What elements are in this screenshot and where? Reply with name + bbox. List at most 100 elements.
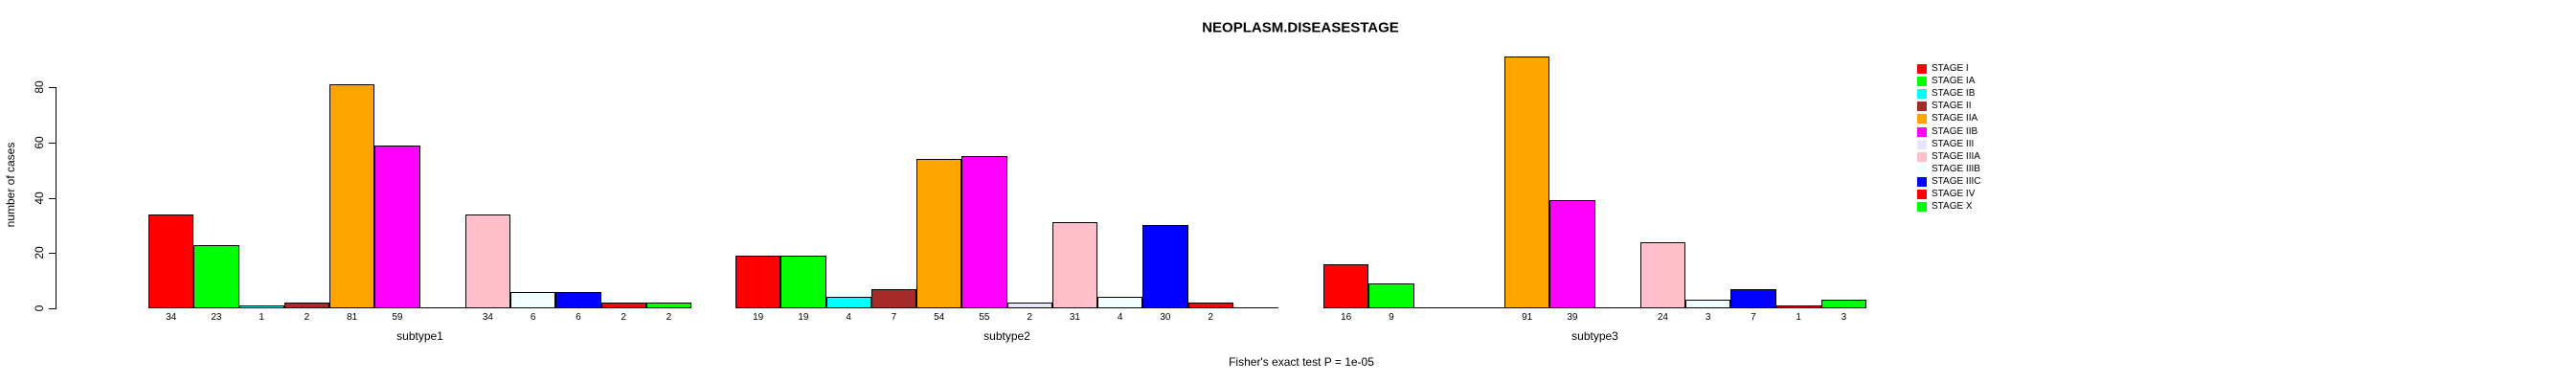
legend-label: STAGE IIB (1932, 125, 1978, 137)
legend-swatch (1917, 164, 1927, 174)
bar-value-label: 39 (1567, 312, 1578, 323)
bar-value-label: 55 (979, 312, 990, 323)
bar-subtype1-stage-iiic (555, 291, 601, 308)
legend-swatch (1917, 176, 1927, 187)
bar-subtype3-stage-iv (1775, 305, 1821, 308)
legend-swatch (1917, 126, 1927, 137)
legend-label: STAGE I (1932, 63, 1969, 74)
bar-value-label: 30 (1160, 312, 1171, 323)
bar-value-label: 34 (482, 312, 493, 323)
bar-value-label: 7 (891, 312, 897, 323)
bar-value-label: 7 (1751, 312, 1756, 323)
bar-value-label: 4 (1117, 312, 1123, 323)
bar-subtype1-stage-x (645, 303, 691, 308)
legend-label: STAGE X (1932, 201, 1973, 213)
bar-value-label: 3 (1841, 312, 1847, 323)
bar-value-label: 2 (621, 312, 626, 323)
legend-label: STAGE IIIA (1932, 150, 1980, 162)
bar-subtype2-stage-iiib (1097, 297, 1143, 308)
bar-subtype1-stage-ia (193, 244, 239, 308)
bar-value-label: 24 (1657, 312, 1668, 323)
bar-zero-subtype1-stage-iii (419, 307, 465, 308)
bar-subtype2-stage-iiia (1051, 222, 1097, 308)
y-axis-tick-label: 80 (33, 80, 46, 94)
bar-subtype2-stage-ib (825, 297, 871, 308)
y-axis-tick-label: 40 (33, 191, 46, 205)
bar-value-label: 2 (1208, 312, 1213, 323)
bar-value-label: 3 (1705, 312, 1711, 323)
bar-subtype3-stage-iia (1504, 56, 1550, 308)
legend-label: STAGE IIA (1932, 113, 1978, 124)
y-axis-title: number of cases (4, 142, 17, 228)
bar-value-label: 2 (304, 312, 310, 323)
chart-title: NEOPLASM.DISEASESTAGE (1202, 19, 1399, 36)
bar-subtype2-stage-iiic (1142, 225, 1188, 308)
legend-swatch (1917, 101, 1927, 112)
legend-swatch (1917, 89, 1927, 100)
bar-value-label: 19 (798, 312, 809, 323)
bar-zero-subtype3-stage-iii (1594, 307, 1640, 308)
y-axis-tick (49, 308, 56, 309)
bar-zero-subtype3-stage-ib (1413, 307, 1459, 308)
bar-subtype3-stage-x (1820, 300, 1866, 308)
bar-subtype3-stage-iib (1549, 200, 1595, 308)
legend-swatch (1917, 202, 1927, 213)
y-axis-tick-label: 0 (33, 304, 46, 312)
legend-swatch (1917, 139, 1927, 149)
bar-subtype2-stage-iia (916, 159, 962, 308)
bar-value-label: 91 (1522, 312, 1533, 323)
bar-value-label: 23 (211, 312, 222, 323)
bar-value-label: 1 (1796, 312, 1801, 323)
bar-subtype3-stage-i (1323, 263, 1369, 308)
bar-value-label: 4 (846, 312, 851, 323)
bar-zero-subtype3-stage-ii (1458, 307, 1504, 308)
x-axis-category-label: subtype3 (1571, 329, 1618, 343)
bar-value-label: 81 (347, 312, 358, 323)
bar-subtype3-stage-iiic (1730, 288, 1776, 308)
bar-zero-subtype2-stage-x (1232, 307, 1278, 308)
bar-subtype1-stage-iiib (510, 291, 556, 308)
y-axis-tick (49, 142, 56, 144)
bar-value-label: 54 (934, 312, 945, 323)
bar-value-label: 34 (166, 312, 177, 323)
bar-value-label: 59 (392, 312, 403, 323)
legend-swatch (1917, 151, 1927, 162)
x-axis-category-label: subtype2 (983, 329, 1030, 343)
bar-subtype3-stage-iiib (1685, 300, 1731, 308)
bar-value-label: 31 (1069, 312, 1080, 323)
y-axis-tick (49, 87, 56, 88)
bar-value-label: 9 (1389, 312, 1394, 323)
bar-value-label: 2 (1027, 312, 1032, 323)
bar-value-label: 1 (259, 312, 264, 323)
bar-value-label: 2 (666, 312, 672, 323)
y-axis-tick (49, 253, 56, 255)
fisher-test-footnote: Fisher's exact test P = 1e-05 (1229, 355, 1374, 369)
bar-subtype3-stage-ia (1368, 283, 1414, 308)
bar-value-label: 19 (753, 312, 764, 323)
bar-subtype2-stage-ii (870, 288, 916, 308)
bar-subtype1-stage-iv (600, 303, 646, 308)
legend-label: STAGE IV (1932, 189, 1976, 199)
legend-label: STAGE IIIC (1932, 175, 1981, 187)
bar-subtype2-stage-iv (1187, 303, 1233, 308)
legend-swatch (1917, 64, 1927, 74)
legend-swatch (1917, 114, 1927, 124)
bar-subtype2-stage-iii (1006, 303, 1052, 308)
y-axis-tick-label: 20 (33, 246, 46, 259)
bar-value-label: 6 (576, 312, 581, 323)
bar-subtype3-stage-iiia (1639, 241, 1685, 308)
legend-label: STAGE III (1932, 138, 1975, 149)
y-axis-tick (49, 197, 56, 199)
bar-subtype1-stage-i (148, 214, 194, 308)
legend-label: STAGE IIIB (1932, 163, 1980, 174)
bar-subtype2-stage-ia (780, 256, 826, 308)
legend-swatch (1917, 77, 1927, 87)
bar-subtype1-stage-ii (283, 303, 329, 308)
bar-subtype1-stage-iia (329, 84, 375, 308)
bar-value-label: 16 (1341, 312, 1352, 323)
bar-subtype2-stage-iib (961, 156, 1007, 308)
bar-subtype1-stage-iib (374, 145, 420, 308)
legend-label: STAGE IA (1932, 76, 1976, 87)
legend-label: STAGE IB (1932, 88, 1976, 100)
